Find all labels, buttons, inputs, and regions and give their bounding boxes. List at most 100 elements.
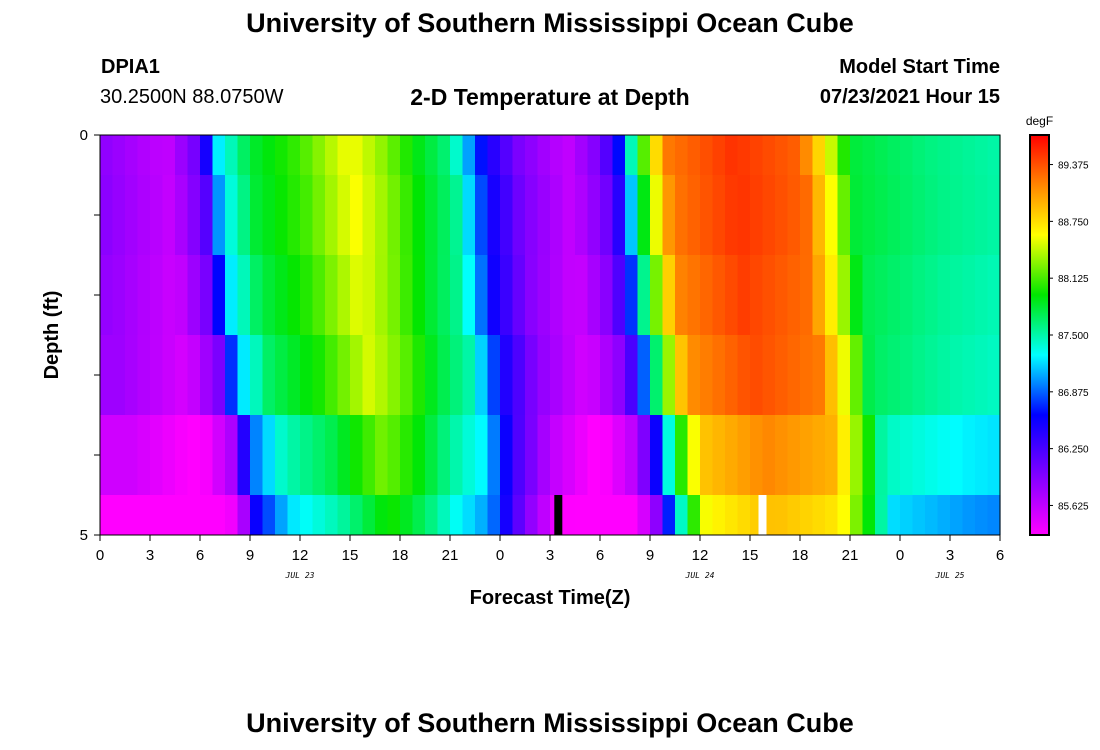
heatmap-cell (737, 415, 751, 495)
heatmap-cell (350, 415, 364, 495)
heatmap-cell (462, 495, 476, 535)
heatmap-cell (675, 495, 689, 535)
x-tick-label: 6 (996, 547, 1004, 564)
heatmap-cell (312, 335, 326, 415)
heatmap-cell (275, 175, 289, 255)
heatmap-cell (512, 135, 526, 175)
heatmap-cell (962, 415, 976, 495)
heatmap-cell (900, 495, 914, 535)
x-tick-label: 3 (146, 547, 154, 564)
heatmap-cell (687, 255, 701, 335)
date-label: JUL 23 (285, 571, 315, 580)
heatmap-cell (850, 415, 864, 495)
heatmap-cell (550, 415, 564, 495)
heatmap-cell (537, 495, 551, 535)
heatmap-cell (337, 135, 351, 175)
heatmap-cell (237, 175, 251, 255)
heatmap-cell (375, 255, 389, 335)
heatmap-cell (837, 335, 851, 415)
heatmap-cell (525, 175, 539, 255)
heatmap-cell (287, 175, 301, 255)
heatmap-cell (462, 415, 476, 495)
heatmap-cell (137, 415, 151, 495)
heatmap-cell (525, 335, 539, 415)
heatmap-cell (900, 135, 914, 175)
heatmap-cell (350, 255, 364, 335)
heatmap-cell (100, 415, 114, 495)
heatmap-cell (587, 495, 601, 535)
heatmap-cell (537, 415, 551, 495)
heatmap-cell (937, 495, 951, 535)
x-tick-label: 3 (946, 547, 954, 564)
heatmap-cell (175, 335, 189, 415)
heatmap-cell (225, 175, 239, 255)
heatmap-cell (962, 175, 976, 255)
heatmap-cell (750, 335, 764, 415)
heatmap-cell (875, 495, 889, 535)
heatmap-cell (937, 135, 951, 175)
heatmap-cell (975, 495, 989, 535)
colorbar: degF 89.375 88.750 88.125 87.500 86.875 86.250… (1026, 114, 1089, 536)
heatmap-cell (662, 255, 676, 335)
heatmap-cell (250, 415, 264, 495)
heatmap-cell (950, 415, 964, 495)
heatmap-cell (362, 335, 376, 415)
heatmap-cell (800, 495, 814, 535)
heatmap-cell (987, 495, 1001, 535)
heatmap-cell (650, 135, 664, 175)
heatmap-cell (612, 335, 626, 415)
heatmap-cell (325, 415, 339, 495)
heatmap-cell (625, 415, 639, 495)
heatmap-cell (125, 255, 139, 335)
heatmap-cell (112, 175, 126, 255)
heatmap-cell (525, 255, 539, 335)
heatmap-cell (712, 175, 726, 255)
heatmap-cell (612, 495, 626, 535)
heatmap-cell (550, 335, 564, 415)
heatmap-cell (375, 335, 389, 415)
heatmap-cell (912, 495, 926, 535)
heatmap-cell (450, 415, 464, 495)
heatmap-cell (200, 135, 214, 175)
heatmap-cell (700, 135, 714, 175)
heatmap-cell (925, 255, 939, 335)
heatmap-cell (687, 335, 701, 415)
heatmap-cell (537, 135, 551, 175)
heatmap-cell (650, 415, 664, 495)
heatmap-cell (700, 175, 714, 255)
heatmap-cell (950, 135, 964, 175)
heatmap-cell (387, 495, 401, 535)
heatmap-cell (137, 175, 151, 255)
heatmap-cell (600, 415, 614, 495)
heatmap-cell (637, 135, 651, 175)
heatmap-cell (775, 335, 789, 415)
heatmap-cell (850, 175, 864, 255)
x-tick-label: 21 (442, 547, 459, 564)
heatmap-cell (487, 415, 501, 495)
heatmap-cell (362, 255, 376, 335)
heatmap-cell (450, 335, 464, 415)
heatmap-cell (412, 255, 426, 335)
heatmap-cell (750, 415, 764, 495)
heatmap-cell (787, 255, 801, 335)
heatmap-cell (412, 495, 426, 535)
heatmap-cell (512, 255, 526, 335)
heatmap-cell (500, 175, 514, 255)
heatmap-cell (500, 335, 514, 415)
heatmap-cell (762, 175, 776, 255)
heatmap-cell (812, 255, 826, 335)
heatmap-cell (562, 415, 576, 495)
heatmap-cell (387, 175, 401, 255)
heatmap-cell (262, 415, 276, 495)
colorbar-tick-label: 88.750 (1058, 217, 1089, 228)
heatmap-cell (900, 255, 914, 335)
heatmap-cell (137, 255, 151, 335)
heatmap-cell (162, 415, 176, 495)
heatmap-cell (700, 255, 714, 335)
heatmap-cell (337, 495, 351, 535)
heatmap-cell (100, 175, 114, 255)
heatmap-cell (675, 255, 689, 335)
heatmap-cell (237, 255, 251, 335)
heatmap-cell (450, 175, 464, 255)
heatmap-cell (687, 175, 701, 255)
